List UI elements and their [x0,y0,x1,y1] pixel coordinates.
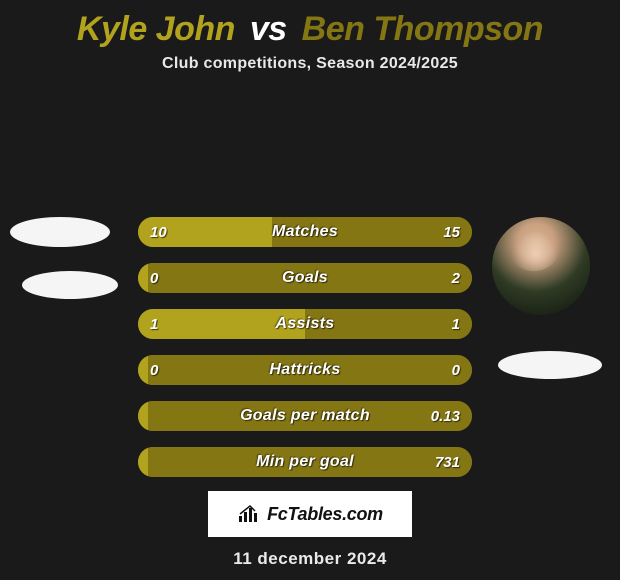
comparison-bars: Matches1015Goals02Assists11Hattricks00Go… [138,217,472,493]
stat-label: Assists [138,309,472,339]
title-vs: vs [250,10,287,48]
stat-row: Goals per match0.13 [138,401,472,431]
stat-value-player1: 10 [150,217,167,247]
stat-label: Matches [138,217,472,247]
stat-label: Hattricks [138,355,472,385]
stat-label: Goals [138,263,472,293]
player2-club-placeholder [498,351,602,379]
page-title: Kyle John vs Ben Thompson [0,0,620,55]
stat-value-player1: 0 [150,263,158,293]
stat-label: Goals per match [138,401,472,431]
stat-value-player2: 731 [435,447,460,477]
chart-icon [237,504,261,524]
date-label: 11 december 2024 [0,549,620,569]
stat-value-player2: 1 [452,309,460,339]
brand-logo: FcTables.com [208,491,412,537]
subtitle: Club competitions, Season 2024/2025 [0,55,620,95]
stat-row: Matches10 15 [138,217,472,247]
stat-value-player2: 15 [443,217,460,247]
stat-value-player2: 0.13 [431,401,460,431]
stat-value-player2: 2 [452,263,460,293]
stat-label: Min per goal [138,447,472,477]
stat-value-player1: 1 [150,309,158,339]
stat-row: Min per goal731 [138,447,472,477]
stat-row: Hattricks0 0 [138,355,472,385]
stat-row: Assists1 1 [138,309,472,339]
player2-avatar [492,217,590,315]
stat-value-player2: 0 [452,355,460,385]
player1-club-placeholder [22,271,118,299]
brand-text: FcTables.com [267,504,383,525]
title-player1: Kyle John [77,10,235,48]
stat-row: Goals0 2 [138,263,472,293]
player1-avatar-placeholder [10,217,110,247]
title-player2: Ben Thompson [302,10,543,48]
stat-value-player1: 0 [150,355,158,385]
